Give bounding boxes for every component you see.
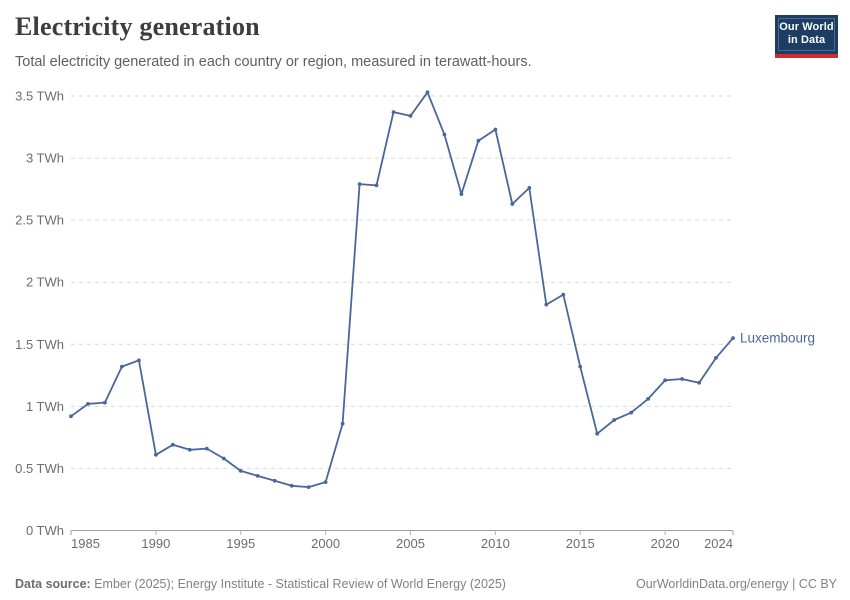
data-point[interactable]	[340, 421, 345, 426]
data-point[interactable]	[731, 336, 735, 340]
data-point[interactable]	[527, 186, 532, 190]
data-point[interactable]	[612, 418, 617, 422]
data-point[interactable]	[442, 132, 447, 137]
data-point[interactable]	[595, 431, 600, 436]
y-axis-tick-label: 0.5 TWh	[15, 461, 64, 476]
data-point[interactable]	[306, 485, 311, 489]
data-point[interactable]	[561, 292, 566, 297]
data-point[interactable]	[714, 356, 718, 360]
chart-title: Electricity generation	[15, 12, 260, 41]
x-axis-tick-label: 2010	[481, 536, 510, 551]
data-point[interactable]	[629, 410, 634, 415]
y-axis-tick-label: 3 TWh	[26, 151, 64, 166]
data-point[interactable]	[544, 302, 549, 307]
data-point[interactable]	[289, 483, 294, 488]
x-axis-tick-label: 2015	[566, 536, 595, 551]
x-axis-tick-label: 2005	[396, 536, 425, 551]
data-point[interactable]	[255, 474, 260, 478]
data-point[interactable]	[425, 90, 430, 95]
data-point[interactable]	[103, 400, 107, 405]
y-axis-tick-label: 3.5 TWh	[15, 89, 64, 104]
data-point[interactable]	[221, 456, 226, 461]
y-axis-tick-label: 0 TWh	[26, 523, 64, 538]
source-text: Ember (2025); Energy Institute - Statist…	[90, 577, 506, 591]
data-point[interactable]	[86, 402, 90, 406]
footer-license-link[interactable]: OurWorldinData.org/energy | CC BY	[635, 577, 837, 591]
data-point[interactable]	[204, 446, 209, 451]
owid-logo-text: Our World in Data	[778, 18, 835, 51]
owid-logo-line2: in Data	[787, 33, 826, 46]
data-point[interactable]	[69, 414, 73, 419]
data-point[interactable]	[493, 127, 498, 132]
data-point[interactable]	[137, 358, 141, 363]
data-point[interactable]	[510, 202, 515, 206]
data-point[interactable]	[272, 478, 277, 483]
y-axis-tick-label: 1 TWh	[26, 399, 64, 414]
data-point[interactable]	[374, 183, 379, 188]
data-point[interactable]	[408, 114, 413, 118]
y-axis-tick-label: 2.5 TWh	[15, 213, 64, 228]
source-label: Data source:	[15, 577, 91, 591]
data-point[interactable]	[154, 452, 158, 457]
data-point[interactable]	[187, 447, 192, 452]
data-point[interactable]	[697, 380, 701, 385]
data-point[interactable]	[680, 377, 684, 381]
x-axis-tick-label: 2020	[651, 536, 680, 551]
owid-logo[interactable]: Our World in Data	[775, 15, 838, 58]
data-point[interactable]	[170, 442, 175, 447]
data-point[interactable]	[459, 192, 464, 197]
x-axis-tick-label: 1985	[71, 536, 100, 551]
x-axis-tick-label: 2000	[311, 536, 340, 551]
data-point[interactable]	[323, 480, 328, 484]
x-axis-tick-label: 2024	[704, 536, 733, 551]
series-line[interactable]	[70, 91, 734, 489]
data-point[interactable]	[476, 138, 481, 143]
data-point[interactable]	[646, 397, 650, 401]
x-axis-tick-label: 1995	[226, 536, 255, 551]
owid-logo-line1: Our World	[779, 21, 834, 33]
data-point[interactable]	[391, 110, 396, 114]
data-point[interactable]	[120, 364, 124, 369]
y-axis-tick-label: 1.5 TWh	[15, 337, 64, 352]
series-label[interactable]: Luxembourg	[740, 331, 815, 346]
y-axis-tick-label: 2 TWh	[26, 275, 64, 290]
footer-source: Data source: Ember (2025); Energy Instit…	[15, 577, 506, 591]
data-point[interactable]	[238, 469, 243, 473]
data-point[interactable]	[357, 182, 362, 187]
chart-subtitle: Total electricity generated in each coun…	[15, 54, 532, 70]
x-axis-tick-label: 1990	[141, 536, 170, 551]
data-point[interactable]	[578, 364, 583, 369]
chart-footer: Data source: Ember (2025); Energy Instit…	[15, 577, 837, 591]
data-point[interactable]	[663, 378, 667, 383]
